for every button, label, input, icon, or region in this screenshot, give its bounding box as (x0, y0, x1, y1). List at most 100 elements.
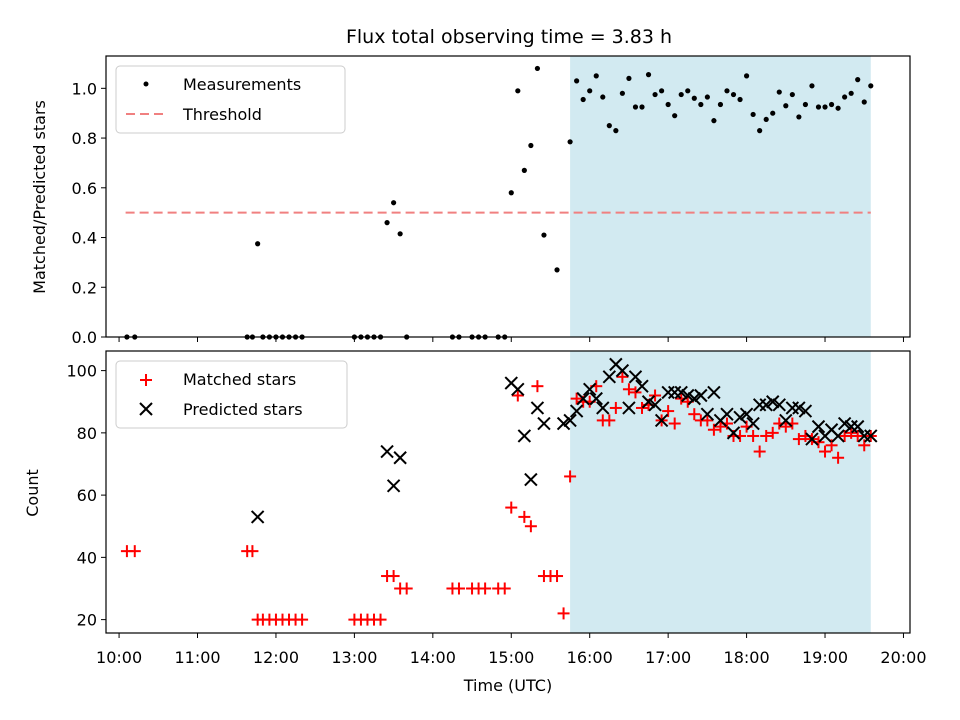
matched-star-point (564, 470, 577, 483)
matched-star-point (609, 401, 622, 414)
bottom-y-axis-label: Count (23, 469, 42, 517)
bottom-y-tick-label: 80 (77, 424, 97, 443)
matched-star-point (649, 389, 662, 402)
matched-star-point (524, 520, 537, 533)
predicted-star-point (615, 363, 630, 378)
matched-star-point (753, 445, 766, 458)
measurement-point (763, 116, 769, 123)
measurement-point (757, 128, 763, 134)
measurement-point (691, 95, 697, 101)
measurement-point (796, 114, 802, 120)
matched-star-point (128, 545, 141, 558)
bottom-shaded-region (570, 351, 871, 633)
measurement-point (815, 104, 822, 110)
bottom-y-ticks: 20 40 60 80 100 (66, 362, 106, 630)
matched-star-point (760, 429, 773, 442)
top-legend-frame (115, 65, 346, 134)
measurement-point (743, 73, 750, 79)
top-legend: Measurements Threshold (115, 65, 346, 134)
predicted-star-point (517, 429, 532, 443)
measurement-point (659, 88, 665, 94)
top-y-tick-label: 0.4 (72, 229, 97, 248)
measurement-point (789, 91, 795, 98)
measurement-point (619, 90, 625, 96)
measurement-point (508, 190, 514, 196)
legend-measurement-marker (143, 81, 149, 87)
matched-star-point (551, 570, 564, 583)
predicted-star-point (785, 401, 800, 415)
matched-star-point (629, 386, 642, 399)
matched-star-point (792, 433, 805, 446)
bottom-axes-frame (105, 350, 911, 634)
measurement-point (645, 72, 652, 78)
predicted-star-point (739, 407, 754, 421)
matched-star-point (296, 613, 309, 626)
measurement-point (613, 128, 619, 134)
measurement-point (606, 123, 612, 129)
predicted-star-point (635, 379, 649, 393)
predicted-star-point (674, 385, 688, 400)
predicted-star-point (720, 407, 734, 421)
bottom-x-ticks: 10:00 11:00 12:00 13:00 14:00 15:00 16:00 17:00… (96, 633, 927, 667)
predicted-star-point (851, 419, 865, 434)
predicted-star-point (811, 419, 826, 434)
predicted-star-point (779, 413, 793, 428)
measurement-point (835, 105, 841, 111)
measurement-point (534, 65, 541, 72)
measurement-point (783, 103, 789, 109)
matched-star-point (779, 420, 792, 433)
predicted-star-point (589, 391, 603, 406)
measurement-point (541, 232, 547, 238)
measurement-point (855, 77, 861, 83)
x-tick-label: 10:00 (96, 648, 142, 667)
predicted-star-point (569, 404, 584, 418)
predicted-star-point (694, 388, 708, 403)
predicted-star-point (792, 401, 806, 415)
matched-star-point (505, 501, 518, 514)
top-panel: 0.0 0.2 0.4 0.6 0.8 1.0 Matched/Predicted sta… (30, 55, 911, 347)
predicted-star-point (628, 370, 643, 384)
measurement-point (809, 83, 815, 89)
predicted-star-point (661, 385, 675, 400)
measurement-point (678, 91, 684, 98)
measurement-point (822, 104, 828, 110)
matched-star-point (668, 417, 681, 430)
predicted-star-point (752, 398, 767, 412)
legend-matched-label: Matched stars (183, 370, 296, 389)
bottom-y-tick-label: 100 (66, 362, 97, 381)
predicted-star-point (583, 382, 597, 396)
predicted-star-point (393, 451, 407, 465)
matched-star-point (246, 545, 259, 558)
x-tick-label: 11:00 (174, 648, 220, 667)
measurement-point (802, 101, 809, 108)
measurement-point (750, 111, 756, 118)
measurement-point (685, 88, 691, 94)
measurement-point (776, 89, 782, 95)
measurement-point (567, 139, 573, 145)
measurement-point (730, 91, 737, 98)
matched-star-point (688, 408, 701, 421)
x-tick-label: 14:00 (410, 648, 456, 667)
predicted-star-point (864, 429, 878, 443)
predicted-star-point (596, 401, 610, 415)
matched-star-point (747, 429, 760, 442)
measurement-point (600, 94, 606, 100)
matched-star-point (832, 451, 845, 464)
measurement-point (704, 94, 710, 100)
bottom-y-tick-label: 20 (77, 611, 97, 630)
matched-star-point (498, 582, 511, 595)
matched-star-point (766, 426, 779, 439)
x-tick-label: 12:00 (253, 648, 299, 667)
measurement-point (724, 88, 730, 94)
measurement-point (626, 75, 632, 81)
bottom-legend: Matched stars Predicted stars (115, 360, 348, 429)
measurement-point (770, 110, 776, 116)
top-x-ticks (118, 337, 904, 342)
predicted-star-point (576, 391, 590, 406)
measurement-point (528, 142, 534, 149)
measurement-point (672, 113, 678, 119)
predicted-star-point (681, 388, 695, 403)
x-tick-label: 15:00 (488, 648, 534, 667)
predicted-star-point (537, 416, 551, 431)
predicted-star-point (844, 419, 858, 434)
